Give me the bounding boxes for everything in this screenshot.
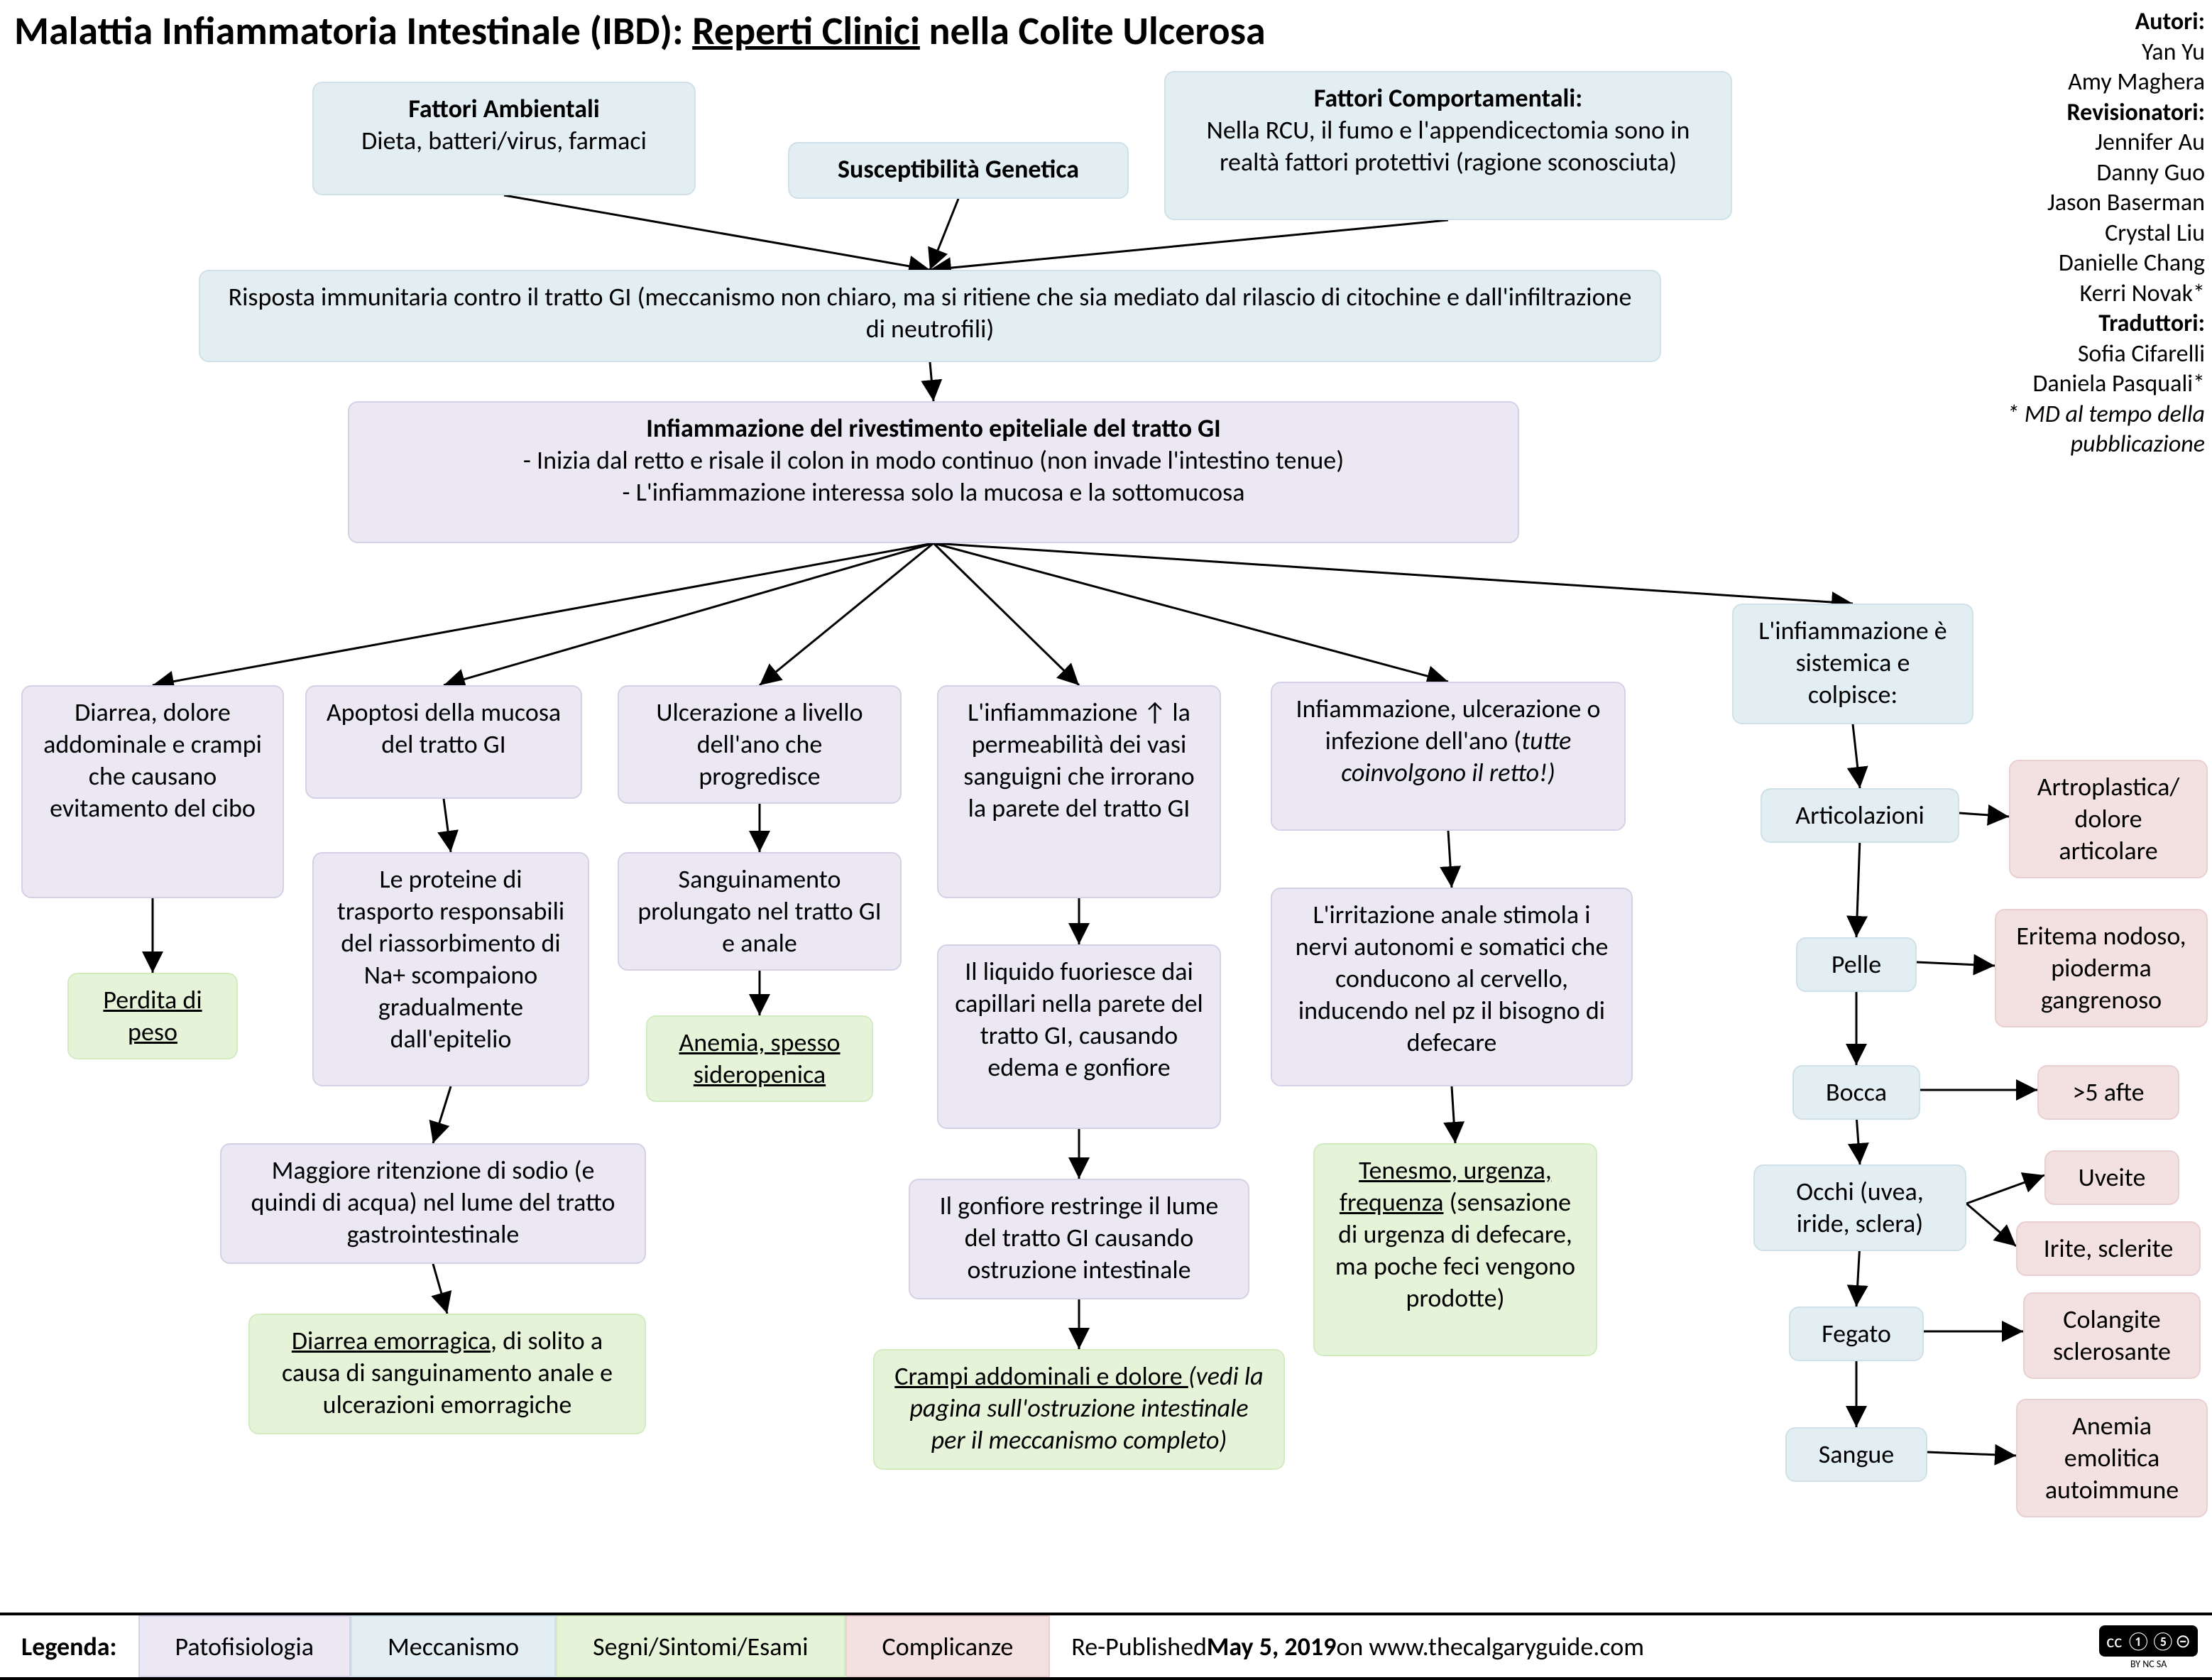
node-immune: Risposta immunitaria contro il tratto GI… xyxy=(199,270,1661,362)
node-artic: Articolazioni xyxy=(1761,788,1959,843)
arrow-immune-inflam xyxy=(930,362,933,401)
author-0: Yan Yu xyxy=(1949,38,2205,68)
arrow-inflam-anus xyxy=(933,543,1448,682)
pub-suffix: on www.thecalgaryguide.com xyxy=(1336,1631,1644,1662)
arrow-pelle-eritema xyxy=(1917,962,1995,966)
legend-patho: Patofisiologia xyxy=(138,1615,351,1677)
node-afte: >5 afte xyxy=(2037,1065,2179,1120)
node-anemol: Anemia emolitica autoimmune xyxy=(2016,1399,2208,1517)
page-title: Malattia Infiammatoria Intestinale (IBD)… xyxy=(14,7,1266,55)
rev-4: Danielle Chang xyxy=(1949,249,2205,279)
node-prot: Le proteine di trasporto responsabili de… xyxy=(312,852,589,1086)
trad-0: Sofia Cifarelli xyxy=(1949,339,2205,370)
arrow-env-immune xyxy=(504,195,930,270)
rev-0: Jennifer Au xyxy=(1949,128,2205,158)
node-irrit: L'irritazione anale stimola i nervi auto… xyxy=(1271,888,1633,1086)
node-tenesmo: Tenesmo, urgenza, frequenza (sensazione … xyxy=(1313,1143,1597,1356)
legend-publication: Re-Published May 5, 2019 on www.thecalga… xyxy=(1050,1615,2085,1677)
credits-block: Autori: Yan Yu Amy Maghera Revisionatori… xyxy=(1949,7,2205,460)
rev-5: Kerri Novak* xyxy=(1949,279,2205,310)
translators-label: Traduttori: xyxy=(1949,309,2205,339)
title-underlined: Reperti Clinici xyxy=(692,7,920,55)
arrow-inflam-diarrhea xyxy=(153,543,933,685)
node-sodio: Maggiore ritenzione di sodio (e quindi d… xyxy=(220,1143,646,1264)
node-anemia: Anemia, spesso sideropenica xyxy=(646,1015,873,1102)
arrow-apopt-prot xyxy=(444,799,451,852)
node-apopt: Apoptosi della mucosa del tratto GI xyxy=(305,685,582,799)
legend-comp: Complicanze xyxy=(845,1615,1051,1677)
author-1: Amy Maghera xyxy=(1949,67,2205,98)
arrow-inflam-perm xyxy=(933,543,1079,685)
rev-1: Danny Guo xyxy=(1949,158,2205,189)
arrow-anus-irrit xyxy=(1448,831,1452,888)
node-uveite: Uveite xyxy=(2044,1150,2179,1205)
node-peso: Perdita di peso xyxy=(67,973,238,1059)
arrow-behav-immune xyxy=(930,220,1448,270)
arrow-systemic-artic xyxy=(1853,724,1860,788)
rev-3: Crystal Liu xyxy=(1949,219,2205,249)
node-eritema: Eritema nodoso, pioderma gangrenoso xyxy=(1995,909,2208,1027)
node-perm: L'infiammazione ↑ la permeabilità dei va… xyxy=(937,685,1221,898)
pub-date: May 5, 2019 xyxy=(1207,1631,1336,1662)
credits-note: * MD al tempo della pubblicazione xyxy=(1949,400,2205,460)
arrow-occhi-irite xyxy=(1966,1204,2016,1246)
node-sang: Sanguinamento prolungato nel tratto GI e… xyxy=(618,852,902,971)
node-inflam: Infiammazione del rivestimento epitelial… xyxy=(348,401,1519,543)
arrow-prot-sodio xyxy=(433,1086,451,1143)
legend-bar: Legenda: Patofisiologia Meccanismo Segni… xyxy=(0,1613,2212,1680)
arrow-inflam-ulcer xyxy=(760,543,933,685)
title-prefix: Malattia Infiammatoria Intestinale (IBD)… xyxy=(14,7,692,55)
legend-label: Legenda: xyxy=(0,1615,138,1677)
arrow-occhi-fegato xyxy=(1856,1243,1860,1307)
arrow-occhi-uveite xyxy=(1966,1175,2044,1204)
reviewers-label: Revisionatori: xyxy=(1949,98,2205,129)
legend-sign: Segni/Sintomi/Esami xyxy=(556,1615,845,1677)
cc-sub: BY NC SA xyxy=(2099,1658,2198,1670)
node-systemic: L'infiammazione è sistemica e colpisce: xyxy=(1732,604,1973,724)
arrow-inflam-systemic xyxy=(933,543,1853,604)
arrow-inflam-apopt xyxy=(444,543,933,685)
node-env: Fattori AmbientaliDieta, batteri/virus, … xyxy=(312,82,696,195)
node-genetic: Susceptibilità Genetica xyxy=(788,142,1129,199)
arrow-irrit-tenesmo xyxy=(1452,1086,1455,1143)
node-behav: Fattori Comportamentali:Nella RCU, il fu… xyxy=(1164,71,1732,220)
node-pelle: Pelle xyxy=(1796,937,1917,992)
trad-1: Daniela Pasquali* xyxy=(1949,369,2205,400)
node-occhi: Occhi (uvea, iride, sclera) xyxy=(1753,1164,1966,1251)
arrow-artic-artro xyxy=(1959,813,2009,817)
node-diarrem: Diarrea emorragica, di solito a causa di… xyxy=(248,1314,646,1434)
node-crampi: Crampi addominali e dolore (vedi la pagi… xyxy=(873,1349,1285,1470)
node-diarrhea: Diarrea, dolore addominale e crampi che … xyxy=(21,685,284,898)
rev-2: Jason Baserman xyxy=(1949,188,2205,219)
legend-mech: Meccanismo xyxy=(351,1615,556,1677)
node-bocca: Bocca xyxy=(1792,1065,1920,1120)
cc-icon: cc ①⑤⊝ xyxy=(2099,1625,2198,1657)
node-ulcer: Ulcerazione a livello dell'ano che progr… xyxy=(618,685,902,804)
arrow-genetic-immune xyxy=(930,199,958,270)
arrow-sangue-anemol xyxy=(1927,1452,2016,1456)
arrow-artic-pelle xyxy=(1856,838,1860,937)
node-anus: Infiammazione, ulcerazione o infezione d… xyxy=(1271,682,1626,831)
node-fluid: Il liquido fuoriesce dai capillari nella… xyxy=(937,944,1221,1129)
pub-prefix: Re-Published xyxy=(1071,1631,1207,1662)
node-colang: Colangite sclerosante xyxy=(2023,1292,2201,1379)
node-lume: Il gonfiore restringe il lume del tratto… xyxy=(909,1179,1249,1299)
node-artro: Artroplastica/ dolore articolare xyxy=(2009,760,2208,878)
arrow-sodio-diarrem xyxy=(433,1264,447,1314)
arrow-bocca-occhi xyxy=(1856,1115,1860,1164)
node-fegato: Fegato xyxy=(1789,1307,1924,1361)
authors-label: Autori: xyxy=(1949,7,2205,38)
node-sangue: Sangue xyxy=(1785,1427,1927,1482)
legend-cc: cc ①⑤⊝ BY NC SA xyxy=(2085,1615,2212,1677)
title-suffix: nella Colite Ulcerosa xyxy=(920,7,1266,55)
node-irite: Irite, sclerite xyxy=(2016,1221,2201,1276)
